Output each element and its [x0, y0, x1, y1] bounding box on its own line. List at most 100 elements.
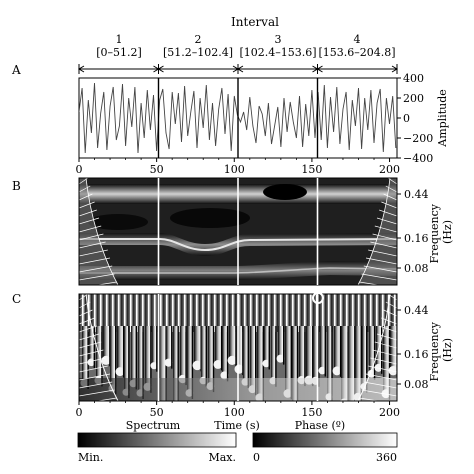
phase-stripe — [379, 294, 381, 332]
phase-finger-edge — [318, 326, 320, 387]
phase-finger — [369, 326, 374, 374]
phase-stripe — [205, 294, 207, 332]
phase-finger — [208, 326, 213, 387]
y-tick-label: 400 — [403, 72, 424, 85]
panel-c-ylabel-line2: (Hz) — [441, 338, 454, 362]
phase-stripe — [193, 294, 195, 332]
coi-hatch — [95, 397, 117, 401]
phase-finger-tip — [101, 355, 111, 365]
phase-finger-edge — [304, 326, 306, 387]
interval-arrows — [78, 64, 398, 74]
phase-stripe — [295, 294, 297, 332]
coi-hatch — [379, 325, 397, 333]
interval-3-range: [102.4–153.6] — [239, 46, 316, 59]
phase-stripe — [118, 294, 120, 332]
phase-finger — [159, 326, 166, 401]
panel-a-ylabel: Amplitude — [436, 89, 449, 148]
coi-hatch — [79, 178, 89, 185]
phase-stripe — [253, 294, 255, 332]
phase-finger-edge — [247, 326, 249, 388]
phase-stripe — [373, 294, 375, 332]
interval-2-range: [51.2–102.4] — [163, 46, 233, 59]
panel-c-interval-dividers — [157, 294, 319, 401]
phase-stripe — [217, 294, 219, 332]
coi-hatch — [79, 185, 91, 193]
phase-stripe — [391, 294, 393, 332]
phase-finger — [376, 326, 381, 368]
coi-hatch — [79, 265, 113, 273]
phase-stripe — [97, 294, 99, 332]
phase-finger-edge — [242, 326, 244, 376]
coi-hatch — [79, 325, 97, 333]
phase-stripe — [241, 294, 243, 332]
phase-stripe — [250, 294, 252, 332]
phase-finger — [215, 326, 221, 365]
panel-b-letter: B — [12, 179, 21, 193]
phase-colorbar-title: Phase (º) — [295, 419, 345, 432]
coi-hatch — [79, 294, 89, 301]
phase-stripe — [277, 294, 279, 332]
phase-stripe — [214, 294, 216, 332]
phase-stripe — [94, 294, 96, 332]
interval-1-range: [0–51.2] — [96, 46, 142, 59]
interval-4-range: [153.6–204.8] — [318, 46, 395, 59]
panel-a-interval-dividers — [157, 78, 319, 158]
coi-hatch — [79, 317, 95, 325]
phase-stripe — [388, 294, 390, 332]
x-tick-label: 100 — [224, 163, 245, 176]
phase-stripe — [181, 294, 183, 332]
phase-finger-edge — [128, 326, 130, 399]
panel-b-interval-dividers — [157, 178, 319, 285]
coi-hatch — [79, 249, 108, 257]
y-tick-label: 0.16 — [404, 232, 429, 245]
phase-finger — [285, 326, 291, 394]
coi-hatch — [387, 178, 397, 185]
spectrum-colorbar-min: Min. — [78, 451, 103, 464]
phase-stripe — [301, 294, 303, 332]
y-tick-label: −400 — [403, 152, 433, 165]
phase-stripe — [394, 294, 396, 332]
phase-stripe — [232, 294, 234, 332]
phase-finger-tip — [164, 358, 173, 367]
phase-stripe — [235, 294, 237, 332]
phase-stripe — [355, 294, 357, 332]
phase-finger — [194, 326, 201, 366]
phase-finger — [236, 326, 243, 370]
coi-hatch — [361, 273, 397, 281]
phase-stripe — [289, 294, 291, 332]
coi-hatch — [363, 381, 397, 389]
coi-hatch — [79, 209, 97, 217]
phase-stripe — [244, 294, 246, 332]
phase-stripe — [91, 294, 93, 332]
phase-finger — [306, 326, 313, 381]
phase-stripe — [103, 294, 105, 332]
interval-3-number: 3 — [275, 33, 282, 46]
phase-stripe — [334, 294, 336, 332]
phase-stripe — [202, 294, 204, 332]
panel-a-x-axis: 0 50 100 150 200 — [76, 158, 400, 176]
coi-hatch — [79, 381, 113, 389]
phase-stripe — [136, 294, 138, 332]
phase-stripe — [310, 294, 312, 332]
phase-finger-edge — [360, 326, 363, 401]
phase-stripe — [385, 294, 387, 332]
phase-finger-edge — [101, 326, 103, 387]
x-axis-label: Time (s) — [214, 419, 260, 432]
phase-finger — [355, 326, 361, 398]
interval-labels: 1 [0–51.2] 2 [51.2–102.4] 3 [102.4–153.6… — [96, 33, 395, 59]
phase-finger-edge — [312, 326, 314, 387]
phase-finger-tip — [332, 366, 342, 376]
phase-stripe — [139, 294, 141, 332]
coi-hatch — [368, 249, 397, 257]
phase-stripe — [307, 294, 309, 332]
phase-stripe — [367, 294, 369, 332]
phase-stripe — [127, 294, 129, 332]
phase-finger — [117, 326, 123, 372]
time-axis: 0 50 100 150 200 — [76, 401, 400, 419]
phase-finger-edge — [87, 326, 89, 389]
spectrum-colorbar-title: Spectrum — [126, 419, 181, 432]
y-tick-label: 0.44 — [404, 304, 429, 317]
panel-a-y-axis: 400 200 0 −200 −400 — [397, 72, 433, 165]
panel-c-ylabel-line1: Frequency — [428, 321, 441, 381]
phase-finger-edge — [331, 326, 333, 401]
